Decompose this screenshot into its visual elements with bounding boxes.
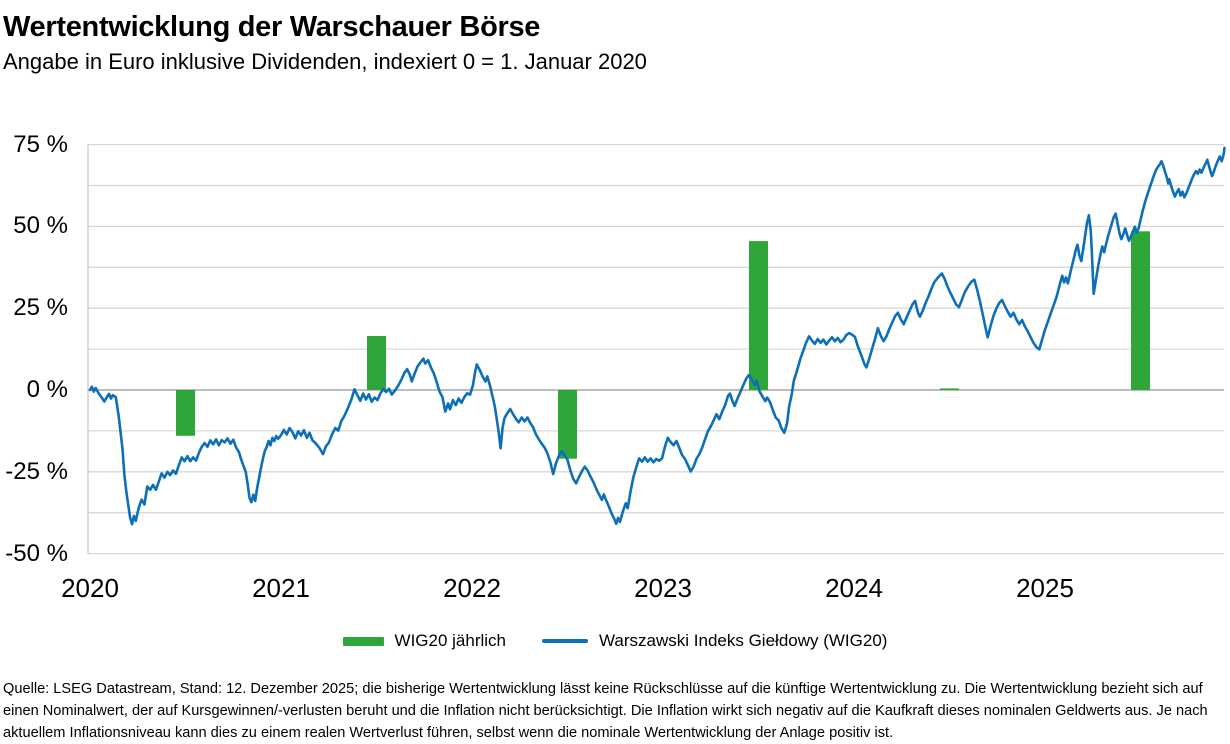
legend-label: Warszawski Indeks Giełdowy (WIG20): [599, 631, 888, 650]
y-tick-label: 25 %: [13, 294, 68, 322]
page-title: Wertentwicklung der Warschauer Börse: [3, 11, 541, 43]
line-series-swatch-icon: [542, 639, 589, 643]
y-tick-label: 0 %: [26, 376, 68, 403]
annual-bar-2025: [1131, 231, 1150, 390]
x-tick-label: 2023: [634, 573, 692, 603]
legend-label: WIG20 jährlich: [394, 631, 507, 650]
page-subtitle: Angabe in Euro inklusive Dividenden, ind…: [3, 49, 647, 74]
annual-bar-2020: [176, 390, 195, 436]
annual-bar-2023: [749, 241, 768, 390]
chart-canvas: [87, 143, 1226, 555]
annual-bar-2021: [367, 336, 386, 390]
legend-item-wig20-index: Warszawski Indeks Giełdowy (WIG20): [542, 631, 887, 651]
annual-bar-2024: [940, 388, 959, 390]
x-tick-label: 2020: [61, 573, 119, 603]
source-disclaimer-text: Quelle: LSEG Datastream, Stand: 12. Deze…: [3, 681, 1208, 741]
performance-chart: Wertentwicklung der Warschauer Börse Ang…: [3, 10, 1226, 603]
annual-bar-2022: [558, 390, 577, 459]
bar-series-swatch-icon: [342, 636, 384, 646]
y-tick-label: -25 %: [5, 457, 68, 485]
y-tick-label: 50 %: [13, 212, 68, 240]
y-tick-label: 75 %: [13, 130, 68, 158]
chart-legend: WIG20 jährlich Warszawski Indeks Giełdow…: [0, 631, 1230, 651]
x-tick-label: 2021: [252, 573, 310, 603]
legend-item-wig20-annual: WIG20 jährlich: [342, 631, 507, 651]
x-tick-label: 2022: [443, 573, 501, 603]
x-tick-label: 2024: [825, 573, 883, 603]
wig20-index-line: [88, 146, 1226, 526]
x-tick-label: 2025: [1016, 573, 1074, 603]
y-tick-label: -50 %: [5, 539, 68, 567]
chart-header: Wertentwicklung der Warschauer Börse Ang…: [3, 10, 647, 75]
